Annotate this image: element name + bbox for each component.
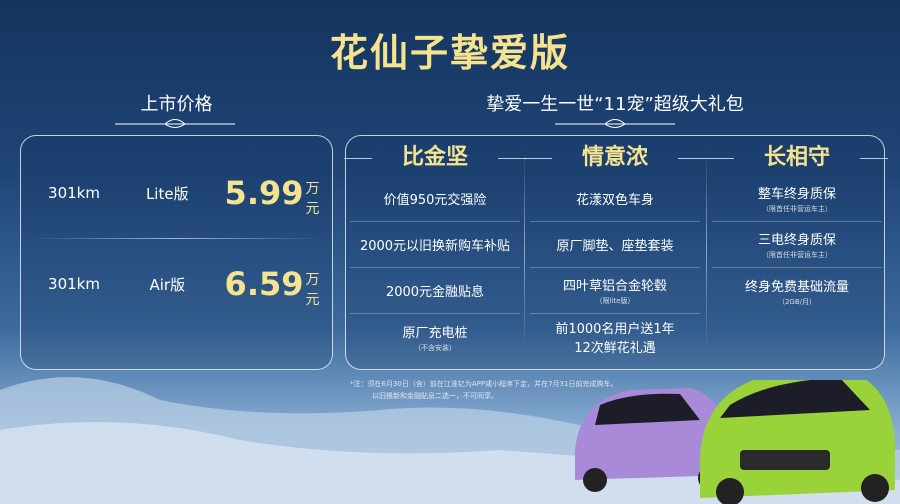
- gift-column: 比金坚 价值950元交强险 2000元以旧换新购车补贴 2000元金融贴息 原厂…: [344, 140, 526, 360]
- divider: [30, 238, 323, 239]
- item-note: （不含安装）: [414, 343, 456, 352]
- column-title: 长相守: [706, 140, 888, 176]
- item-text: 2000元金融贴息: [385, 285, 485, 300]
- gift-item: 三电终身质保 （限首任非营运车主）: [712, 222, 882, 268]
- gift-heading: 挚爱一生一世“11宠”超级大礼包: [486, 94, 744, 115]
- gift-item: 价值950元交强险: [350, 176, 520, 222]
- footnote-line: *注：须在6月30日（含）前在江淮钇为APP或小程序下定，并在7月31日前完成购…: [350, 380, 618, 388]
- price-row: 301km Air版 6.59 万元: [20, 254, 333, 314]
- range: 301km: [48, 184, 100, 202]
- footnote-line: 以旧换新和金融贴息二选一，不可同享。: [372, 392, 498, 400]
- divider: [706, 150, 707, 350]
- column-title: 情意浓: [524, 140, 706, 176]
- item-text: 整车终身质保: [757, 187, 836, 202]
- purple-car: [575, 388, 730, 492]
- item-text: 原厂充电桩: [402, 325, 468, 341]
- gift-item: 2000元金融贴息: [350, 268, 520, 314]
- gift-item: 花漾双色车身: [530, 176, 700, 222]
- item-note: （限首任非营运车主）: [762, 205, 832, 213]
- item-text: 花漾双色车身: [575, 193, 654, 208]
- footnote: *注：须在6月30日（含）前在江淮钇为APP或小程序下定，并在7月31日前完成购…: [350, 378, 617, 402]
- item-text: 原厂脚垫、座垫套装: [556, 239, 674, 254]
- gift-item: 原厂脚垫、座垫套装: [530, 222, 700, 268]
- item-text: 三电终身质保: [757, 233, 836, 248]
- ornament-divider: [115, 119, 235, 128]
- item-note: （限首任非营运车主）: [762, 251, 832, 259]
- divider: [524, 150, 525, 350]
- pricing-heading: 上市价格: [140, 94, 213, 115]
- item-text: 终身免费基础流量: [744, 279, 849, 295]
- price-row: 301km Lite版 5.99 万元: [20, 163, 333, 223]
- gift-item: 整车终身质保 （限首任非营运车主）: [712, 176, 882, 222]
- version: Lite版: [145, 184, 189, 203]
- price: 6.59: [224, 265, 304, 303]
- item-text: 12次鲜花礼遇: [574, 341, 656, 356]
- pricing-panel: [20, 135, 333, 370]
- column-title: 比金坚: [344, 140, 526, 176]
- gift-item: 原厂充电桩 （不含安装）: [350, 314, 520, 360]
- ornament-divider: [555, 119, 675, 128]
- version: Air版: [149, 275, 186, 294]
- item-text: 价值950元交强险: [383, 193, 487, 208]
- item-text: 2000元以旧换新购车补贴: [359, 239, 511, 254]
- gift-item: 四叶草铝合金轮毂 （限lite版）: [530, 268, 700, 314]
- gift-panel: [345, 135, 885, 370]
- price-unit: 万元: [305, 272, 320, 308]
- gift-item: 2000元以旧换新购车补贴: [350, 222, 520, 268]
- green-car: [700, 380, 895, 504]
- price: 5.99: [224, 174, 304, 212]
- item-text: 前1000名用户送1年: [555, 322, 675, 337]
- page-title: 花仙子挚爱版: [329, 31, 570, 75]
- gift-column: 长相守 整车终身质保 （限首任非营运车主） 三电终身质保 （限首任非营运车主） 终身…: [706, 140, 888, 314]
- gift-column: 情意浓 花漾双色车身 原厂脚垫、座垫套装 四叶草铝合金轮毂 （限lite版） 前1…: [524, 140, 706, 360]
- item-text: 四叶草铝合金轮毂: [562, 279, 667, 294]
- range: 301km: [48, 275, 100, 293]
- gift-item: 终身免费基础流量 （2GB/月）: [712, 268, 882, 314]
- item-note: （限lite版）: [595, 297, 635, 305]
- price-unit: 万元: [305, 181, 320, 217]
- gift-item: 前1000名用户送1年 12次鲜花礼遇: [530, 314, 700, 360]
- item-note: （2GB/月）: [777, 297, 817, 306]
- car-image: [575, 380, 895, 504]
